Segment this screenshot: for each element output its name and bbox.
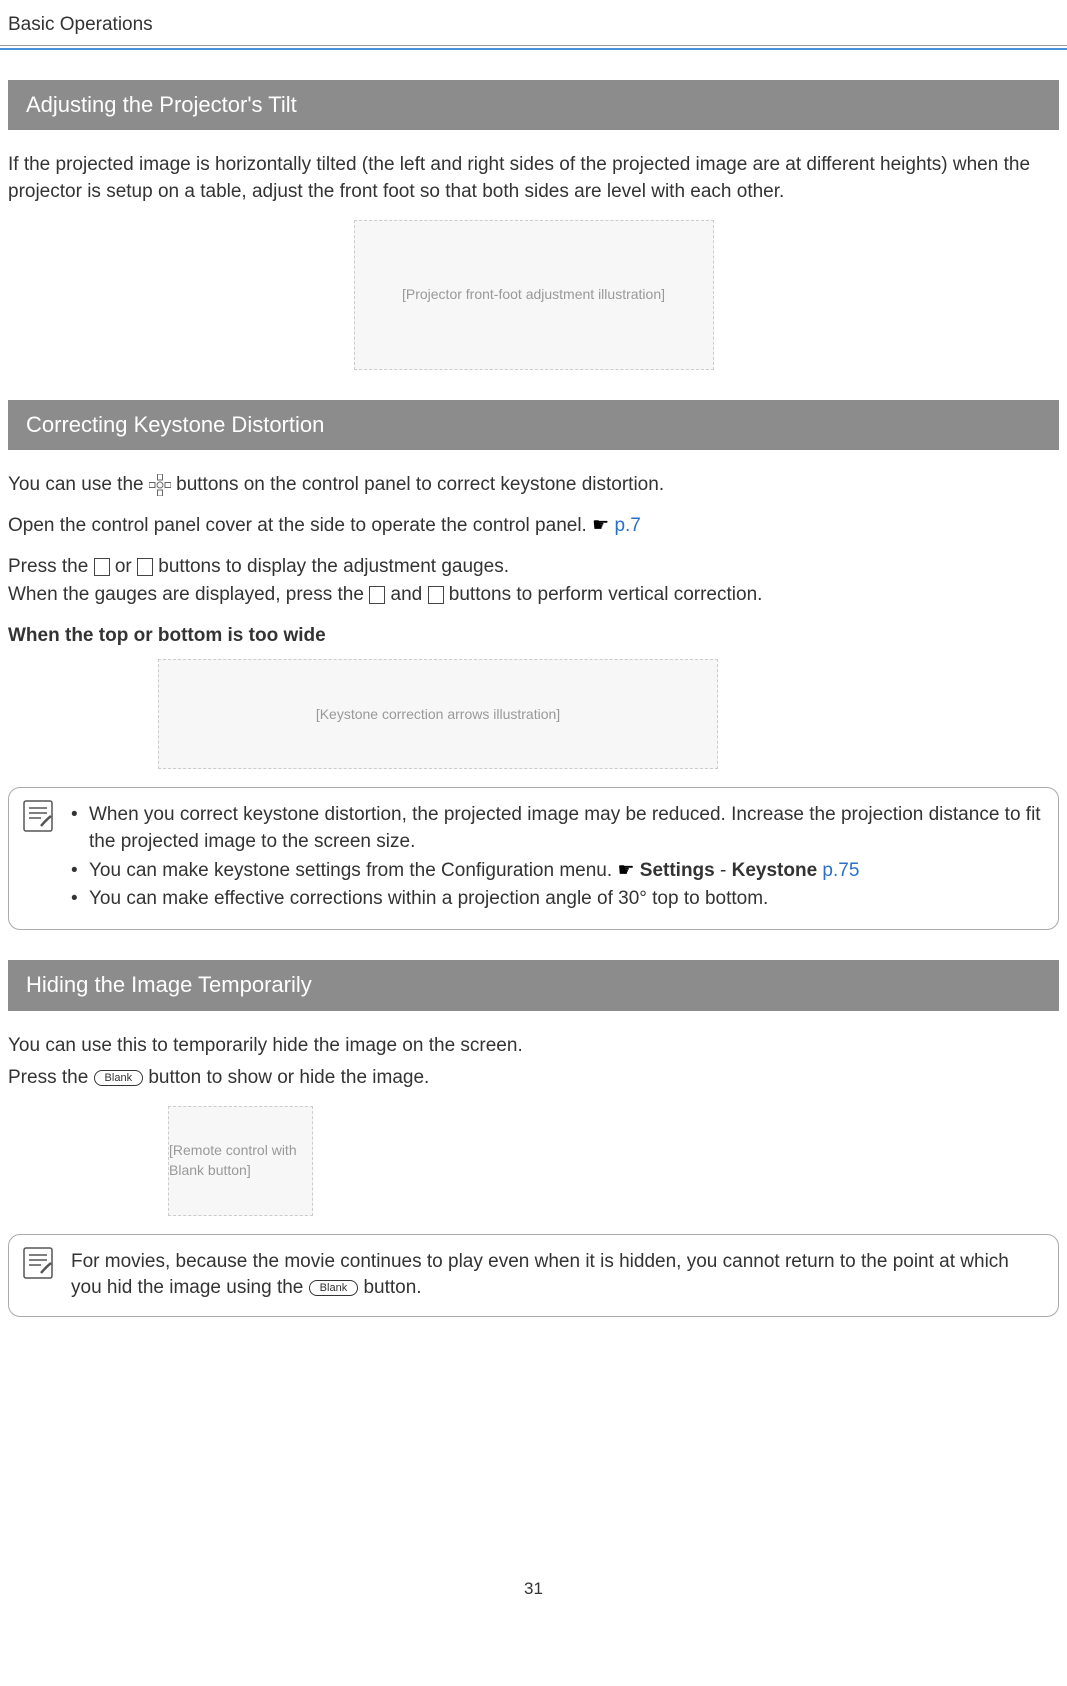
keystone-subheading: When the top or bottom is too wide bbox=[8, 623, 1059, 650]
note-icon bbox=[23, 1247, 53, 1279]
section-bar-keystone: Correcting Keystone Distortion bbox=[8, 400, 1059, 451]
keystone-line2: Open the control panel cover at the side… bbox=[8, 513, 1059, 540]
button-box-icon bbox=[369, 586, 385, 604]
note-item: You can make keystone settings from the … bbox=[71, 858, 1042, 885]
link-p7[interactable]: p.7 bbox=[614, 515, 640, 536]
keystone-line1: You can use the buttons on the control p… bbox=[8, 472, 1059, 499]
button-box-icon bbox=[428, 586, 444, 604]
h2a: Press the bbox=[8, 1067, 94, 1088]
page-content: Adjusting the Projector's Tilt If the pr… bbox=[0, 80, 1067, 1317]
tilt-body-text: If the projected image is horizontally t… bbox=[8, 152, 1059, 205]
note-icon bbox=[23, 800, 53, 832]
k3a: Press the bbox=[8, 556, 94, 577]
page-header: Basic Operations bbox=[0, 0, 1067, 46]
hnb: button. bbox=[363, 1277, 421, 1298]
keystone-line4: When the gauges are displayed, press the… bbox=[8, 582, 1059, 609]
k4b: and bbox=[391, 584, 428, 605]
k4a: When the gauges are displayed, press the bbox=[8, 584, 369, 605]
hiding-note-box: For movies, because the movie continues … bbox=[8, 1234, 1059, 1317]
k3c: buttons to display the adjustment gauges… bbox=[158, 556, 509, 577]
blank-button-icon: Blank bbox=[309, 1280, 359, 1296]
keystone-diagram-image: [Keystone correction arrows illustration… bbox=[158, 659, 718, 769]
keystone-line1-b: buttons on the control panel to correct … bbox=[176, 474, 664, 495]
header-rule bbox=[0, 48, 1067, 50]
keystone-line2-a: Open the control panel cover at the side… bbox=[8, 515, 592, 536]
dpad-icon bbox=[149, 474, 171, 496]
pointer-icon: ☛ bbox=[617, 860, 634, 881]
page-number: 31 bbox=[0, 1577, 1067, 1621]
section-bar-tilt: Adjusting the Projector's Tilt bbox=[8, 80, 1059, 131]
projector-tilt-image: [Projector front-foot adjustment illustr… bbox=[354, 220, 714, 370]
hna: For movies, because the movie continues … bbox=[71, 1251, 1009, 1299]
keystone-note-box: When you correct keystone distortion, th… bbox=[8, 787, 1059, 929]
keystone-line1-a: You can use the bbox=[8, 474, 149, 495]
blank-button-icon: Blank bbox=[94, 1070, 144, 1086]
pointer-icon: ☛ bbox=[592, 515, 609, 536]
button-box-icon bbox=[94, 558, 110, 576]
keystone-label: Keystone bbox=[732, 860, 818, 881]
link-p75[interactable]: p.75 bbox=[822, 860, 859, 881]
k4c: buttons to perform vertical correction. bbox=[449, 584, 763, 605]
note-item: You can make effective corrections withi… bbox=[71, 886, 1042, 913]
k3b: or bbox=[115, 556, 137, 577]
keystone-note-list: When you correct keystone distortion, th… bbox=[71, 802, 1042, 912]
hiding-line2: Press the Blank button to show or hide t… bbox=[8, 1065, 1059, 1092]
h2b: button to show or hide the image. bbox=[148, 1067, 429, 1088]
hiding-note-text: For movies, because the movie continues … bbox=[71, 1249, 1042, 1302]
remote-control-image: [Remote control with Blank button] bbox=[168, 1106, 313, 1216]
button-box-icon bbox=[137, 558, 153, 576]
n2a: You can make keystone settings from the … bbox=[89, 860, 617, 881]
section-bar-hiding: Hiding the Image Temporarily bbox=[8, 960, 1059, 1011]
settings-label: Settings bbox=[640, 860, 715, 881]
keystone-line3: Press the or buttons to display the adju… bbox=[8, 554, 1059, 581]
dash: - bbox=[720, 860, 732, 881]
hiding-line1: You can use this to temporarily hide the… bbox=[8, 1033, 1059, 1060]
note-item: When you correct keystone distortion, th… bbox=[71, 802, 1042, 855]
header-title: Basic Operations bbox=[8, 14, 153, 35]
